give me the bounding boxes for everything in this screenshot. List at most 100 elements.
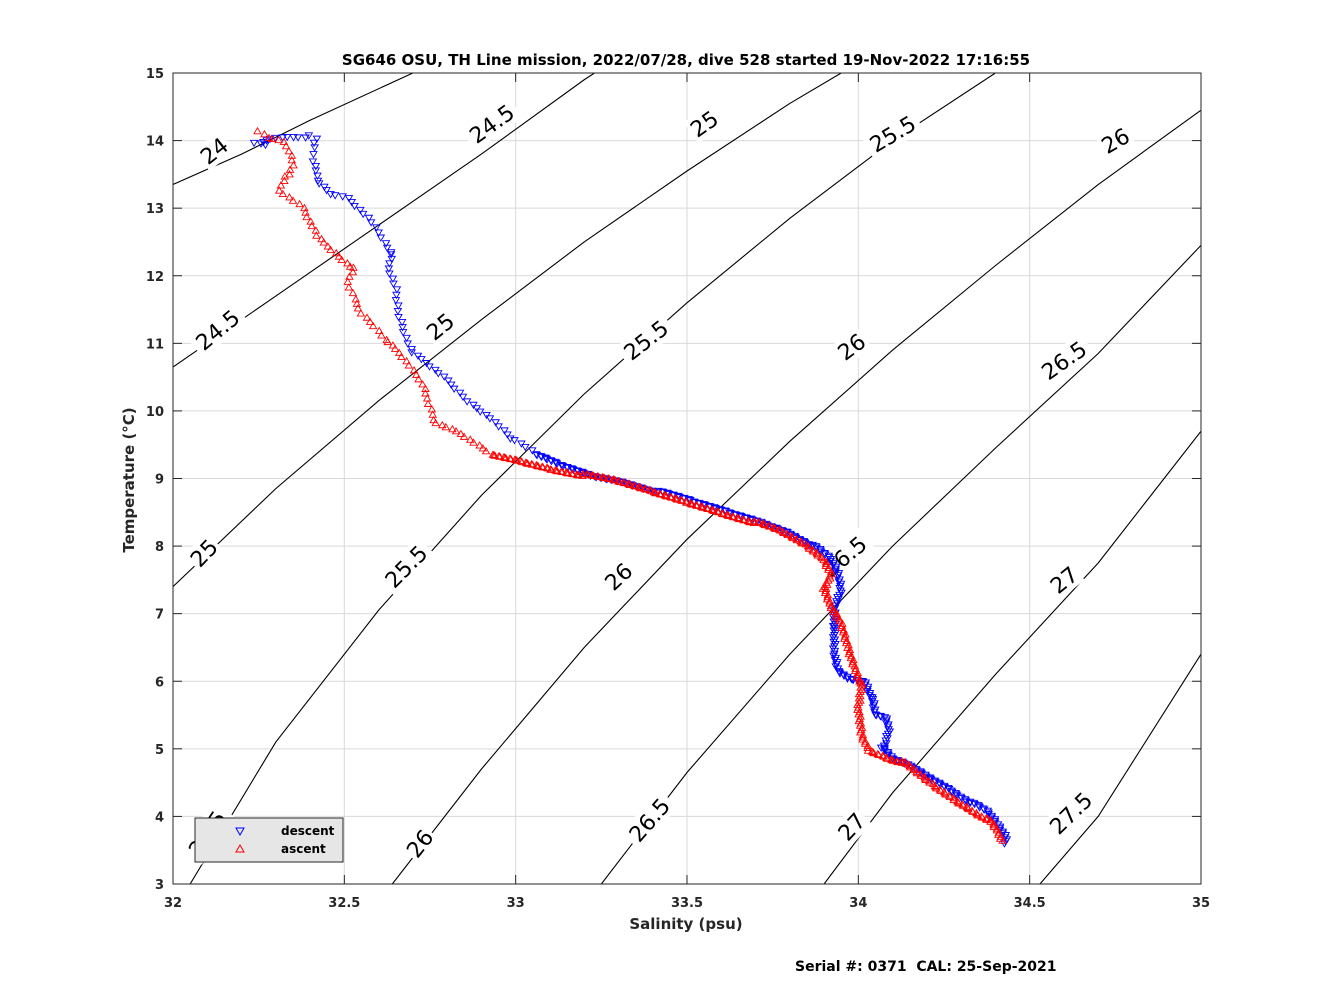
descent-marker <box>313 172 322 180</box>
descent-marker <box>322 187 331 195</box>
ascent-marker <box>986 815 995 824</box>
legend-descent-marker <box>235 827 245 837</box>
ascent-marker <box>268 134 277 143</box>
ascent-marker <box>344 283 354 291</box>
ascent-marker <box>348 288 358 297</box>
ascent-marker <box>274 186 284 194</box>
ascent-marker <box>451 426 461 435</box>
ascent-marker <box>614 476 623 485</box>
ascent-marker <box>728 512 737 520</box>
contour-label-bg <box>1094 121 1136 160</box>
ascent-marker <box>892 757 902 765</box>
ascent-marker <box>739 516 749 524</box>
descent-marker <box>835 670 845 678</box>
descent-marker <box>344 195 354 203</box>
contour-label-group: 25.5 <box>615 311 677 369</box>
contour-label-group: 26.5 <box>620 789 679 851</box>
ascent-marker <box>494 451 504 460</box>
descent-marker <box>830 657 840 665</box>
descent-marker <box>386 251 396 259</box>
ascent-marker <box>714 507 723 516</box>
descent-marker <box>392 286 402 294</box>
ascent-marker <box>394 348 404 356</box>
descent-marker <box>309 139 319 148</box>
descent-marker <box>863 685 873 694</box>
ascent-marker <box>495 452 505 460</box>
contour-line-24-5 <box>173 73 595 368</box>
ascent-marker <box>522 458 532 467</box>
ascent-marker <box>863 746 873 754</box>
descent-marker <box>446 381 456 389</box>
y-tick-label: 10 <box>146 405 164 420</box>
ascent-marker <box>356 309 366 317</box>
descent-marker <box>824 554 834 562</box>
ascent-marker <box>713 507 722 515</box>
descent-marker <box>301 134 310 142</box>
ascent-marker <box>840 632 850 640</box>
ascent-marker <box>672 494 681 502</box>
ascent-marker <box>925 778 934 786</box>
y-tick-label: 9 <box>155 473 164 488</box>
contour-label-bg <box>683 103 725 144</box>
legend-ascent-label: ascent <box>281 842 326 856</box>
contour-label-bg <box>376 536 436 597</box>
ascent-marker <box>861 737 870 745</box>
y-tick-label: 12 <box>146 270 164 285</box>
descent-marker <box>374 229 383 237</box>
ascent-marker <box>931 784 941 792</box>
ascent-marker <box>383 337 392 346</box>
descent-marker <box>462 398 472 406</box>
ascent-marker <box>883 754 892 762</box>
descent-marker <box>309 151 318 159</box>
ascent-marker <box>465 435 475 443</box>
descent-marker <box>350 202 359 211</box>
ascent-marker <box>412 370 421 378</box>
descent-marker <box>834 578 844 586</box>
descent-marker <box>837 589 846 598</box>
ascent-marker <box>945 792 955 801</box>
ascent-marker <box>279 137 289 145</box>
descent-marker <box>311 167 321 175</box>
ascent-marker <box>722 510 732 518</box>
y-tick-label: 4 <box>155 810 164 825</box>
ascent-marker <box>832 609 841 617</box>
descent-marker <box>393 307 403 316</box>
descent-marker <box>385 270 394 278</box>
ascent-marker <box>307 221 317 230</box>
descent-marker <box>372 224 381 232</box>
ascent-marker <box>964 804 973 813</box>
contour-label: 27 <box>1046 563 1083 600</box>
descent-marker <box>503 431 512 439</box>
ascent-marker <box>289 161 298 169</box>
ascent-marker <box>821 559 831 568</box>
descent-marker <box>364 214 374 223</box>
descent-marker <box>882 717 891 725</box>
ascent-marker <box>851 664 860 672</box>
descent-marker <box>868 704 878 712</box>
x-tick-label: 34 <box>849 896 867 911</box>
descent-marker <box>882 740 891 748</box>
descent-marker <box>475 408 485 416</box>
descent-marker <box>494 423 503 431</box>
ascent-marker <box>676 495 686 504</box>
ascent-marker <box>418 380 427 388</box>
ascent-marker <box>532 460 541 469</box>
descent-marker <box>311 163 321 171</box>
descent-marker <box>831 663 841 671</box>
ascent-marker <box>708 505 717 514</box>
ascent-marker <box>511 455 521 464</box>
ascent-marker <box>600 473 609 482</box>
ascent-marker <box>863 743 872 752</box>
descent-marker <box>278 134 287 142</box>
contour-label-group: 27 <box>831 805 872 848</box>
ascent-marker <box>287 151 297 159</box>
descent-marker <box>310 144 319 152</box>
descent-marker <box>831 563 841 572</box>
ascent-marker <box>882 753 891 762</box>
ascent-marker <box>500 453 510 461</box>
ascent-marker <box>824 563 833 571</box>
ascent-marker <box>656 490 665 498</box>
ascent-marker <box>651 488 661 497</box>
contour-label-bg <box>861 107 925 160</box>
